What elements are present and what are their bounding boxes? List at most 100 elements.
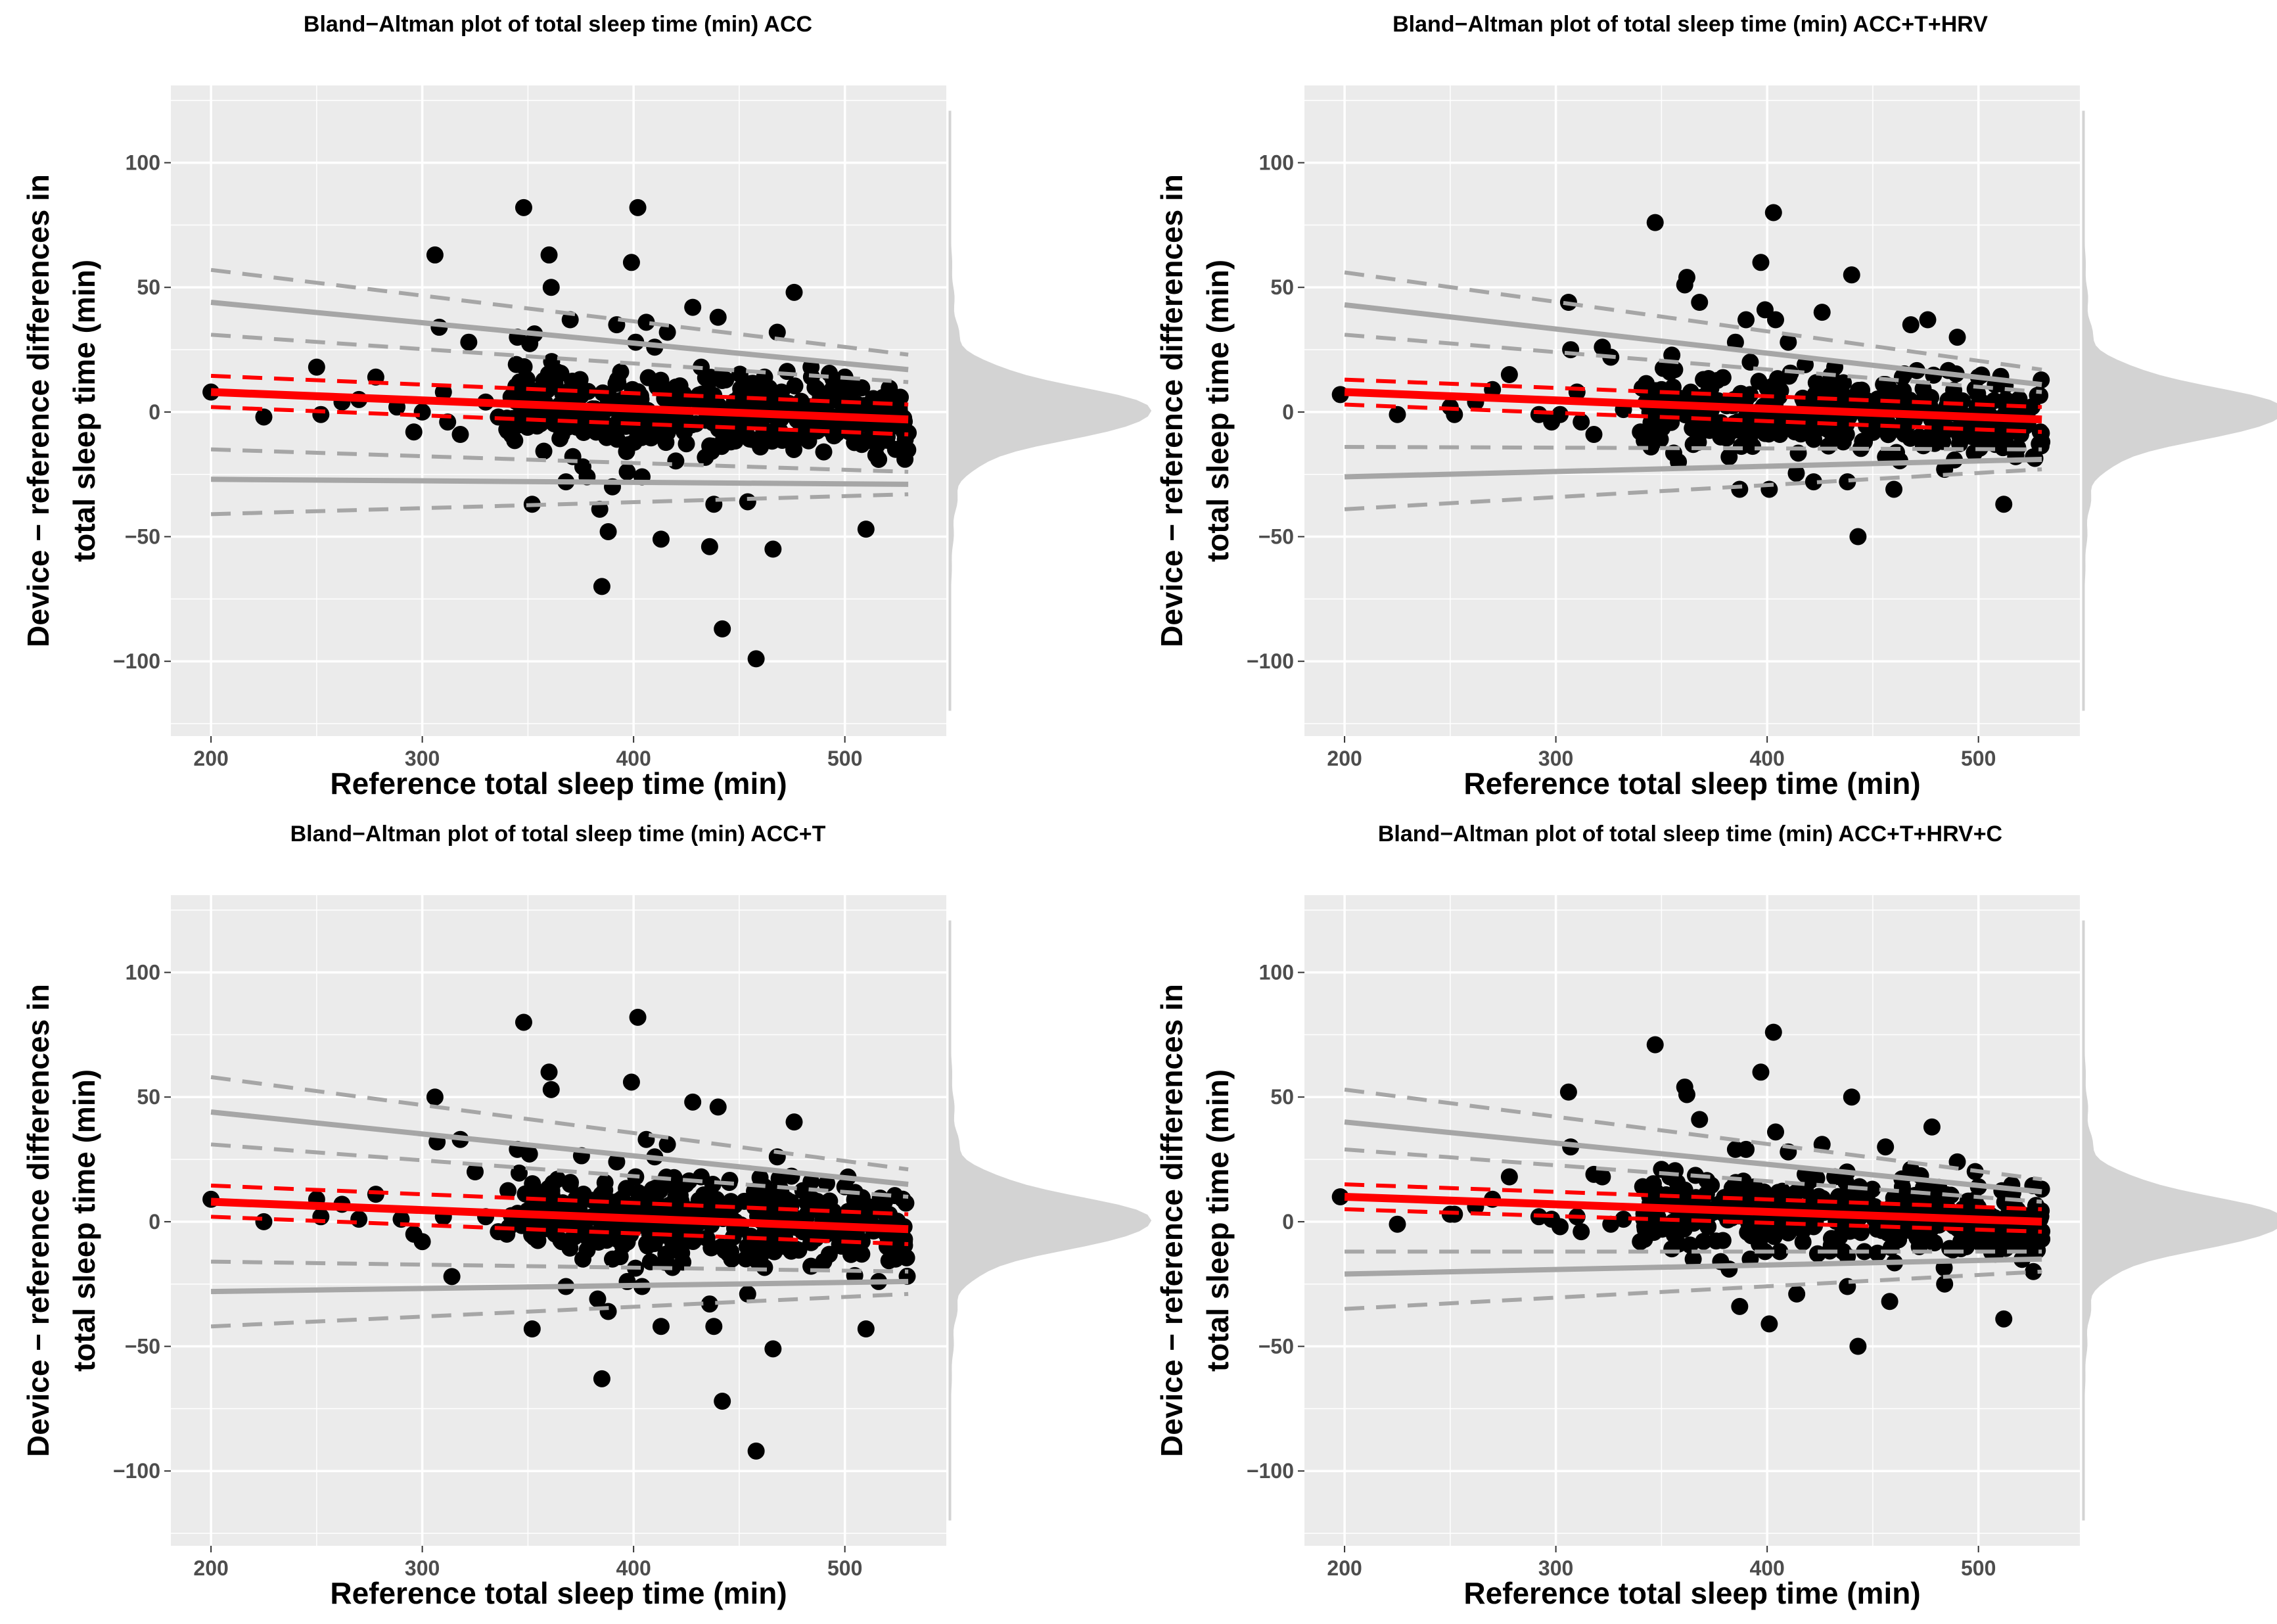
x-tick-label: 500 xyxy=(827,1556,862,1580)
data-point xyxy=(629,1008,647,1026)
data-point xyxy=(608,430,626,448)
data-point xyxy=(899,441,917,459)
data-point xyxy=(1764,1023,1782,1041)
data-point xyxy=(898,1249,915,1266)
x-tick-label: 200 xyxy=(193,747,228,770)
y-axis-title-line-1: Device − reference differences in xyxy=(1155,984,1189,1457)
data-point xyxy=(747,1442,765,1460)
data-point xyxy=(886,1187,904,1205)
x-tick-label: 300 xyxy=(405,747,440,770)
data-point xyxy=(515,1013,532,1031)
data-point xyxy=(1849,528,1867,545)
panel-title-acc-t-hrv: Bland−Altman plot of total sleep time (m… xyxy=(1392,12,1988,37)
data-point xyxy=(1678,269,1695,287)
data-point xyxy=(1794,1233,1812,1251)
data-point xyxy=(1751,1235,1768,1253)
data-point xyxy=(540,246,558,264)
y-axis-title-line-2: total sleep time (min) xyxy=(67,260,101,562)
upper-loa-ci-lower xyxy=(210,333,909,384)
y-tick-label: −50 xyxy=(125,525,160,549)
lower-limit-of-agreement xyxy=(1345,1256,2042,1277)
data-point xyxy=(1885,480,1903,498)
data-point xyxy=(2029,1241,2046,1259)
data-point xyxy=(520,1145,538,1163)
y-tick-label: 0 xyxy=(1282,1210,1294,1234)
data-point xyxy=(684,298,702,316)
bias-ci-lower xyxy=(1344,402,2042,434)
panel-title-acc-t: Bland−Altman plot of total sleep time (m… xyxy=(290,822,826,847)
data-point xyxy=(2004,394,2022,411)
data-point xyxy=(1731,1297,1749,1315)
data-point xyxy=(624,381,641,398)
data-point xyxy=(714,1393,731,1410)
upper-loa-ci-lower xyxy=(210,1142,909,1199)
data-point xyxy=(657,434,675,452)
data-point xyxy=(1939,1199,1956,1217)
x-tick-label: 500 xyxy=(827,747,862,770)
data-point xyxy=(1573,1223,1590,1241)
x-tick-label: 400 xyxy=(616,747,651,770)
data-point xyxy=(1666,361,1684,379)
data-point xyxy=(1896,425,1914,443)
y-tick-label: 0 xyxy=(149,400,160,424)
panel-acc: 200 300 400 500 −100 −50 0 50 100 Reference total… xyxy=(21,85,1152,800)
data-point xyxy=(622,1073,640,1091)
data-point xyxy=(1923,1118,1941,1136)
marginal-density xyxy=(948,920,1152,1521)
data-point xyxy=(596,1182,614,1199)
y-axis-title-line-2: total sleep time (min) xyxy=(1201,260,1235,562)
y-axis-title-line-1: Device − reference differences in xyxy=(1155,174,1189,647)
data-point xyxy=(1744,438,1762,455)
data-point xyxy=(625,433,643,451)
data-point xyxy=(1585,426,1603,444)
data-point xyxy=(835,386,852,404)
x-tick-label: 300 xyxy=(1538,747,1573,770)
x-tick-label: 400 xyxy=(1749,747,1784,770)
data-point xyxy=(1636,1230,1653,1248)
data-point xyxy=(579,383,597,400)
data-point xyxy=(1888,444,1906,461)
y-tick-label: −50 xyxy=(125,1335,160,1358)
data-point xyxy=(1963,428,1981,446)
data-point xyxy=(1818,418,1836,436)
data-point xyxy=(702,1239,720,1257)
bias-line xyxy=(210,388,909,424)
panel-title-acc: Bland−Altman plot of total sleep time (m… xyxy=(303,12,813,37)
marginal-density xyxy=(2082,920,2277,1521)
data-point xyxy=(785,1113,803,1131)
marginal-density xyxy=(948,110,1152,711)
data-point xyxy=(589,1290,607,1308)
data-point xyxy=(652,1318,670,1335)
data-point xyxy=(739,493,756,511)
data-point xyxy=(737,1250,754,1268)
data-point xyxy=(657,1245,675,1263)
data-point xyxy=(632,412,649,430)
data-point xyxy=(1772,382,1789,400)
marginal-density xyxy=(2082,110,2277,711)
panel-acc-t-hrv: 200 300 400 500 −100 −50 0 50 100 Reference total… xyxy=(1155,85,2277,800)
x-tick-label: 400 xyxy=(1749,1556,1784,1580)
bias-ci-lower xyxy=(210,405,909,437)
y-axis-title-line-1: Device − reference differences in xyxy=(21,174,55,647)
data-point xyxy=(1552,1218,1569,1236)
data-point xyxy=(1331,386,1349,404)
data-point xyxy=(515,198,532,216)
data-point xyxy=(599,522,617,540)
y-tick-label: 100 xyxy=(126,961,160,985)
data-point xyxy=(255,1213,273,1230)
data-point xyxy=(1923,1233,1941,1251)
data-point xyxy=(515,358,533,375)
data-point xyxy=(460,333,478,351)
y-axis-title-line-2: total sleep time (min) xyxy=(1201,1069,1235,1372)
y-tick-label: 100 xyxy=(1259,961,1294,985)
data-point xyxy=(1820,437,1837,455)
data-point xyxy=(1906,1187,1923,1205)
bias-line xyxy=(1344,1192,2042,1226)
data-point xyxy=(1724,1181,1741,1199)
data-point xyxy=(413,403,431,421)
data-point xyxy=(868,436,886,454)
data-point xyxy=(1995,1310,2013,1328)
lower-loa-ci-upper xyxy=(210,447,909,474)
data-point xyxy=(1653,419,1671,437)
data-point xyxy=(1803,392,1820,409)
